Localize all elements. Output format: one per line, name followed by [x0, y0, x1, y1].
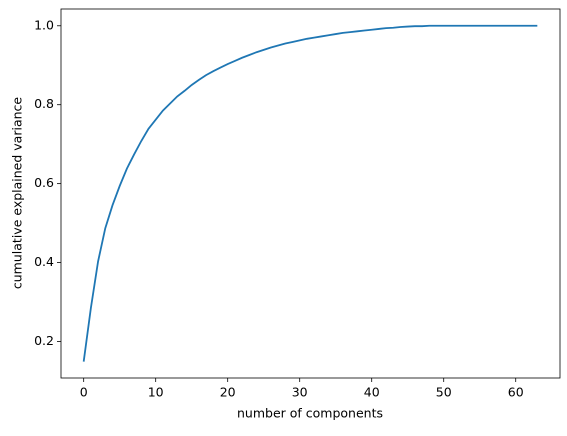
- x-tick-label: 0: [80, 385, 88, 400]
- y-tick-label: 1.0: [34, 17, 54, 32]
- x-tick-label: 40: [364, 385, 380, 400]
- x-tick-label: 30: [292, 385, 308, 400]
- x-tick-label: 60: [508, 385, 524, 400]
- line: [82, 24, 538, 362]
- x-axis-label: number of components: [237, 406, 383, 421]
- y-tick-label: 0.6: [34, 175, 54, 190]
- y-tick-label: 0.2: [34, 333, 54, 348]
- plot-frame: [60, 8, 561, 379]
- y-tick-label: 0.4: [34, 254, 54, 269]
- y-tick-label: 0.8: [34, 96, 54, 111]
- x-tick-label: 50: [436, 385, 452, 400]
- x-tick-label: 10: [148, 385, 164, 400]
- y-axis-label: cumulative explained variance: [10, 97, 25, 290]
- x-tick-label: 20: [220, 385, 236, 400]
